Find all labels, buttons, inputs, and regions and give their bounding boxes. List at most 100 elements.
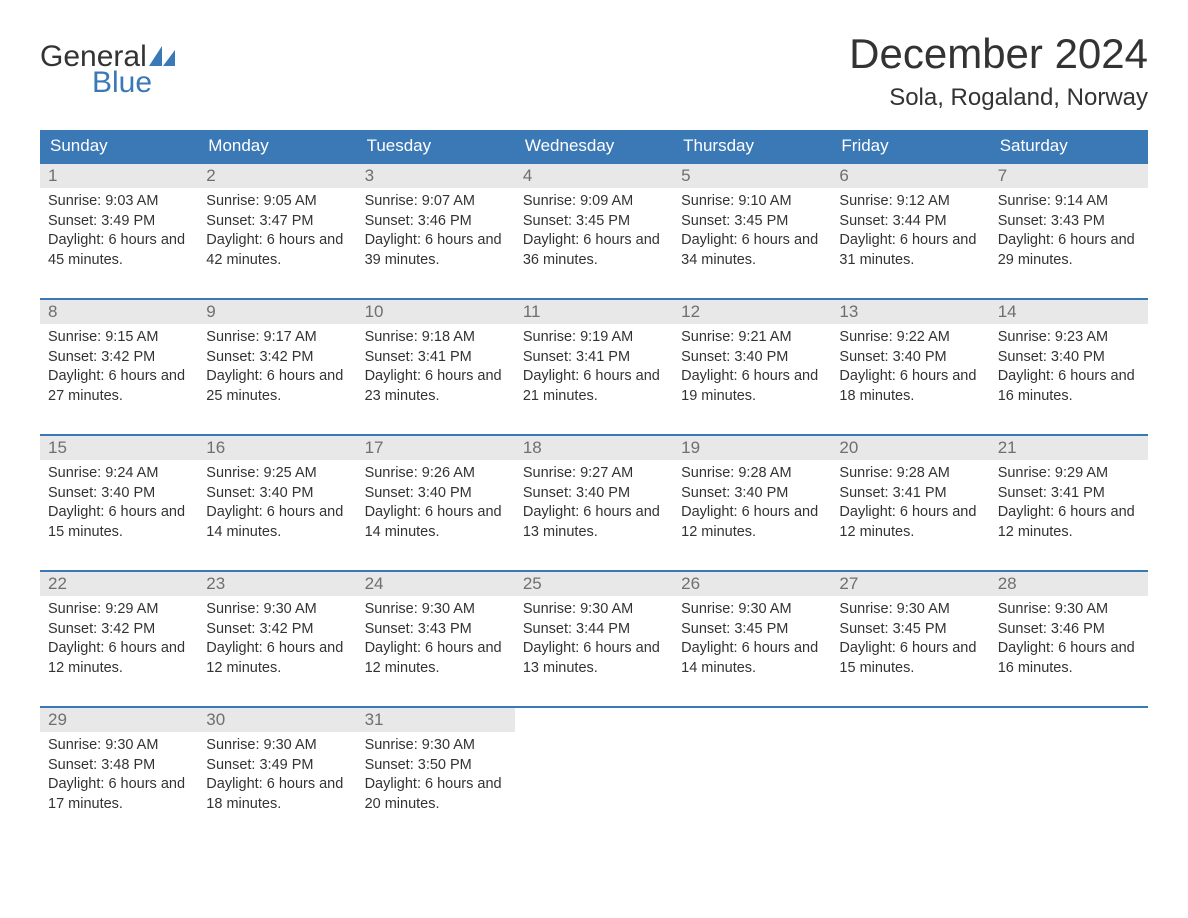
daylight-line: Daylight: 6 hours and 17 minutes.	[48, 775, 190, 814]
daylight-line: Daylight: 6 hours and 12 minutes.	[206, 639, 348, 678]
day-number-row: 5	[673, 164, 831, 188]
sunrise-line: Sunrise: 9:23 AM	[998, 328, 1140, 348]
day-body: Sunrise: 9:30 AMSunset: 3:50 PMDaylight:…	[357, 732, 515, 820]
sunrise-line: Sunrise: 9:17 AM	[206, 328, 348, 348]
day-number: 4	[523, 166, 532, 185]
day-number: 25	[523, 574, 542, 593]
calendar-day: 22Sunrise: 9:29 AMSunset: 3:42 PMDayligh…	[40, 572, 198, 692]
calendar-day: 4Sunrise: 9:09 AMSunset: 3:45 PMDaylight…	[515, 164, 673, 284]
day-number-row: 15	[40, 436, 198, 460]
daylight-line: Daylight: 6 hours and 12 minutes.	[839, 503, 981, 542]
brand-logo: General Blue	[40, 30, 175, 100]
sunrise-line: Sunrise: 9:21 AM	[681, 328, 823, 348]
sunset-line: Sunset: 3:43 PM	[998, 212, 1140, 232]
calendar-day: 31Sunrise: 9:30 AMSunset: 3:50 PMDayligh…	[357, 708, 515, 828]
calendar-day: 25 Sunrise: 9:30 AMSunset: 3:44 PMDayligh…	[515, 572, 673, 692]
sunrise-line: Sunrise: 9:27 AM	[523, 464, 665, 484]
day-number: 18	[523, 438, 542, 457]
sunrise-line: Sunrise: 9:05 AM	[206, 192, 348, 212]
sunrise-line: Sunrise: 9:30 AM	[206, 600, 348, 620]
day-number-row: 26	[673, 572, 831, 596]
day-number: 16	[206, 438, 225, 457]
dow-cell: Sunday	[40, 130, 198, 162]
daylight-line: Daylight: 6 hours and 13 minutes.	[523, 503, 665, 542]
calendar-day: 3Sunrise: 9:07 AMSunset: 3:46 PMDaylight…	[357, 164, 515, 284]
day-number-row: 9	[198, 300, 356, 324]
day-body: Sunrise: 9:23 AMSunset: 3:40 PMDaylight:…	[990, 324, 1148, 412]
calendar-day: 21Sunrise: 9:29 AMSunset: 3:41 PMDayligh…	[990, 436, 1148, 556]
sunset-line: Sunset: 3:41 PM	[523, 348, 665, 368]
brand-name-part2: Blue	[92, 66, 152, 100]
day-number-row: 29	[40, 708, 198, 732]
day-number: 20	[839, 438, 858, 457]
day-number: 13	[839, 302, 858, 321]
day-body: Sunrise: 9:18 AMSunset: 3:41 PMDaylight:…	[357, 324, 515, 412]
sunset-line: Sunset: 3:45 PM	[681, 212, 823, 232]
day-number-row	[831, 708, 989, 712]
calendar-day: 1Sunrise: 9:03 AMSunset: 3:49 PMDaylight…	[40, 164, 198, 284]
daylight-line: Daylight: 6 hours and 18 minutes.	[206, 775, 348, 814]
calendar-day: 18 Sunrise: 9:27 AMSunset: 3:40 PMDayligh…	[515, 436, 673, 556]
daylight-line: Daylight: 6 hours and 18 minutes.	[839, 367, 981, 406]
sunrise-line: Sunrise: 9:24 AM	[48, 464, 190, 484]
daylight-line: Daylight: 6 hours and 14 minutes.	[365, 503, 507, 542]
day-body: Sunrise: 9:30 AMSunset: 3:45 PMDaylight:…	[831, 596, 989, 684]
daylight-line: Daylight: 6 hours and 21 minutes.	[523, 367, 665, 406]
sunset-line: Sunset: 3:45 PM	[523, 212, 665, 232]
calendar-day: 27Sunrise: 9:30 AMSunset: 3:45 PMDayligh…	[831, 572, 989, 692]
sunset-line: Sunset: 3:45 PM	[681, 620, 823, 640]
daylight-line: Daylight: 6 hours and 15 minutes.	[48, 503, 190, 542]
daylight-line: Daylight: 6 hours and 36 minutes.	[523, 231, 665, 270]
day-body: Sunrise: 9:30 AMSunset: 3:43 PMDaylight:…	[357, 596, 515, 684]
day-body: Sunrise: 9:27 AMSunset: 3:40 PMDaylight:…	[515, 460, 673, 548]
sunrise-line: Sunrise: 9:30 AM	[839, 600, 981, 620]
calendar-week: 29Sunrise: 9:30 AMSunset: 3:48 PMDayligh…	[40, 706, 1148, 828]
calendar-week: 1Sunrise: 9:03 AMSunset: 3:49 PMDaylight…	[40, 162, 1148, 284]
dow-cell: Thursday	[673, 130, 831, 162]
day-number: 7	[998, 166, 1007, 185]
calendar-day: 5 Sunrise: 9:10 AMSunset: 3:45 PMDaylight…	[673, 164, 831, 284]
daylight-line: Daylight: 6 hours and 31 minutes.	[839, 231, 981, 270]
day-number-row	[515, 708, 673, 712]
sunset-line: Sunset: 3:44 PM	[839, 212, 981, 232]
day-body: Sunrise: 9:28 AMSunset: 3:41 PMDaylight:…	[831, 460, 989, 548]
sunset-line: Sunset: 3:42 PM	[48, 348, 190, 368]
day-number-row: 24	[357, 572, 515, 596]
day-body: Sunrise: 9:10 AMSunset: 3:45 PMDaylight:…	[673, 188, 831, 276]
day-body: Sunrise: 9:21 AMSunset: 3:40 PMDaylight:…	[673, 324, 831, 412]
day-body: Sunrise: 9:30 AMSunset: 3:45 PMDaylight:…	[673, 596, 831, 684]
sunset-line: Sunset: 3:45 PM	[839, 620, 981, 640]
sunset-line: Sunset: 3:40 PM	[206, 484, 348, 504]
day-body: Sunrise: 9:15 AMSunset: 3:42 PMDaylight:…	[40, 324, 198, 412]
sunrise-line: Sunrise: 9:30 AM	[365, 600, 507, 620]
sunrise-line: Sunrise: 9:14 AM	[998, 192, 1140, 212]
day-number: 5	[681, 166, 690, 185]
day-number-row: 4	[515, 164, 673, 188]
sunset-line: Sunset: 3:40 PM	[998, 348, 1140, 368]
calendar-day: 11Sunrise: 9:19 AMSunset: 3:41 PMDayligh…	[515, 300, 673, 420]
day-number: 3	[365, 166, 374, 185]
calendar-day: 20 Sunrise: 9:28 AMSunset: 3:41 PMDayligh…	[831, 436, 989, 556]
day-number-row: 10	[357, 300, 515, 324]
sunrise-line: Sunrise: 9:28 AM	[681, 464, 823, 484]
sunset-line: Sunset: 3:46 PM	[365, 212, 507, 232]
calendar-day	[831, 708, 989, 828]
sunrise-line: Sunrise: 9:30 AM	[681, 600, 823, 620]
day-body: Sunrise: 9:30 AMSunset: 3:44 PMDaylight:…	[515, 596, 673, 684]
day-number-row: 27	[831, 572, 989, 596]
day-body: Sunrise: 9:24 AMSunset: 3:40 PMDaylight:…	[40, 460, 198, 548]
daylight-line: Daylight: 6 hours and 16 minutes.	[998, 367, 1140, 406]
sunset-line: Sunset: 3:43 PM	[365, 620, 507, 640]
day-number-row: 11	[515, 300, 673, 324]
day-number: 28	[998, 574, 1017, 593]
day-number-row: 19	[673, 436, 831, 460]
day-body: Sunrise: 9:30 AMSunset: 3:48 PMDaylight:…	[40, 732, 198, 820]
day-number: 17	[365, 438, 384, 457]
day-number-row: 23	[198, 572, 356, 596]
day-number-row	[673, 708, 831, 712]
sunset-line: Sunset: 3:42 PM	[206, 620, 348, 640]
day-number: 11	[523, 302, 541, 321]
daylight-line: Daylight: 6 hours and 45 minutes.	[48, 231, 190, 270]
daylight-line: Daylight: 6 hours and 39 minutes.	[365, 231, 507, 270]
daylight-line: Daylight: 6 hours and 25 minutes.	[206, 367, 348, 406]
